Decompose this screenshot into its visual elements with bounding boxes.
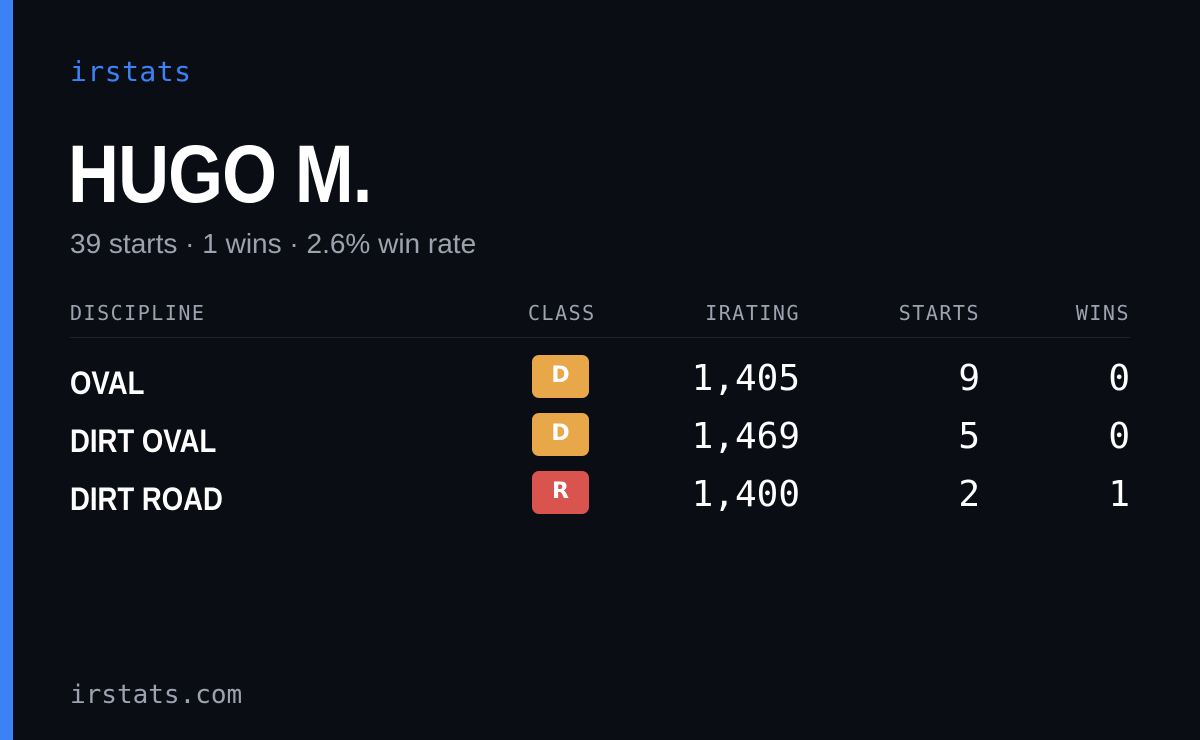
driver-summary: 39 starts · 1 wins · 2.6% win rate [70, 228, 477, 259]
irating-cell: 1,405 [691, 358, 800, 399]
class-badge: D [532, 413, 589, 456]
starts-cell: 9 [958, 358, 980, 399]
class-badge: D [532, 355, 589, 398]
accent-bar [0, 0, 13, 740]
header-class: CLASS [528, 301, 596, 325]
table-header: DISCIPLINE CLASS IRATING STARTS WINS [70, 300, 1130, 338]
wins-cell: 1 [1108, 474, 1130, 515]
table-row: OVAL D 1,405 9 0 [70, 338, 1130, 400]
driver-name: HUGO M. [68, 129, 372, 220]
irating-cell: 1,469 [691, 416, 800, 457]
starts-cell: 5 [958, 416, 980, 457]
discipline-cell: DIRT ROAD [70, 481, 223, 517]
table-row: DIRT ROAD R 1,400 2 1 [70, 454, 1130, 516]
header-irating: IRATING [705, 301, 800, 325]
table-row: DIRT OVAL D 1,469 5 0 [70, 396, 1130, 458]
discipline-cell: OVAL [70, 365, 145, 401]
irating-cell: 1,400 [691, 474, 800, 515]
discipline-cell: DIRT OVAL [70, 423, 217, 459]
brand-logo: irstats [70, 55, 192, 88]
class-badge: R [532, 471, 589, 514]
starts-cell: 2 [958, 474, 980, 515]
footer-url[interactable]: irstats.com [70, 680, 243, 710]
stats-table: DISCIPLINE CLASS IRATING STARTS WINS OVA… [70, 300, 1130, 516]
header-discipline: DISCIPLINE [70, 301, 206, 325]
header-wins: WINS [1075, 301, 1130, 325]
wins-cell: 0 [1108, 358, 1130, 399]
wins-cell: 0 [1108, 416, 1130, 457]
header-starts: STARTS [898, 301, 980, 325]
